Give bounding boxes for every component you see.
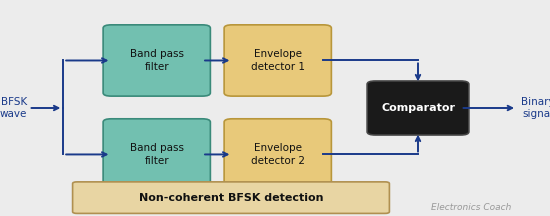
FancyBboxPatch shape	[224, 25, 331, 96]
FancyBboxPatch shape	[103, 119, 210, 190]
Text: BFSK
wave: BFSK wave	[0, 97, 28, 119]
Text: Envelope
detector 2: Envelope detector 2	[251, 143, 305, 166]
Text: Envelope
detector 1: Envelope detector 1	[251, 49, 305, 72]
Text: Band pass
filter: Band pass filter	[130, 49, 184, 72]
FancyBboxPatch shape	[367, 81, 469, 135]
Text: Electronics Coach: Electronics Coach	[431, 203, 512, 212]
FancyBboxPatch shape	[224, 119, 331, 190]
FancyBboxPatch shape	[73, 182, 389, 213]
Text: Comparator: Comparator	[381, 103, 455, 113]
FancyBboxPatch shape	[103, 25, 210, 96]
Text: Band pass
filter: Band pass filter	[130, 143, 184, 166]
Text: Binary
signal: Binary signal	[521, 97, 550, 119]
Text: Non-coherent BFSK detection: Non-coherent BFSK detection	[139, 193, 323, 203]
